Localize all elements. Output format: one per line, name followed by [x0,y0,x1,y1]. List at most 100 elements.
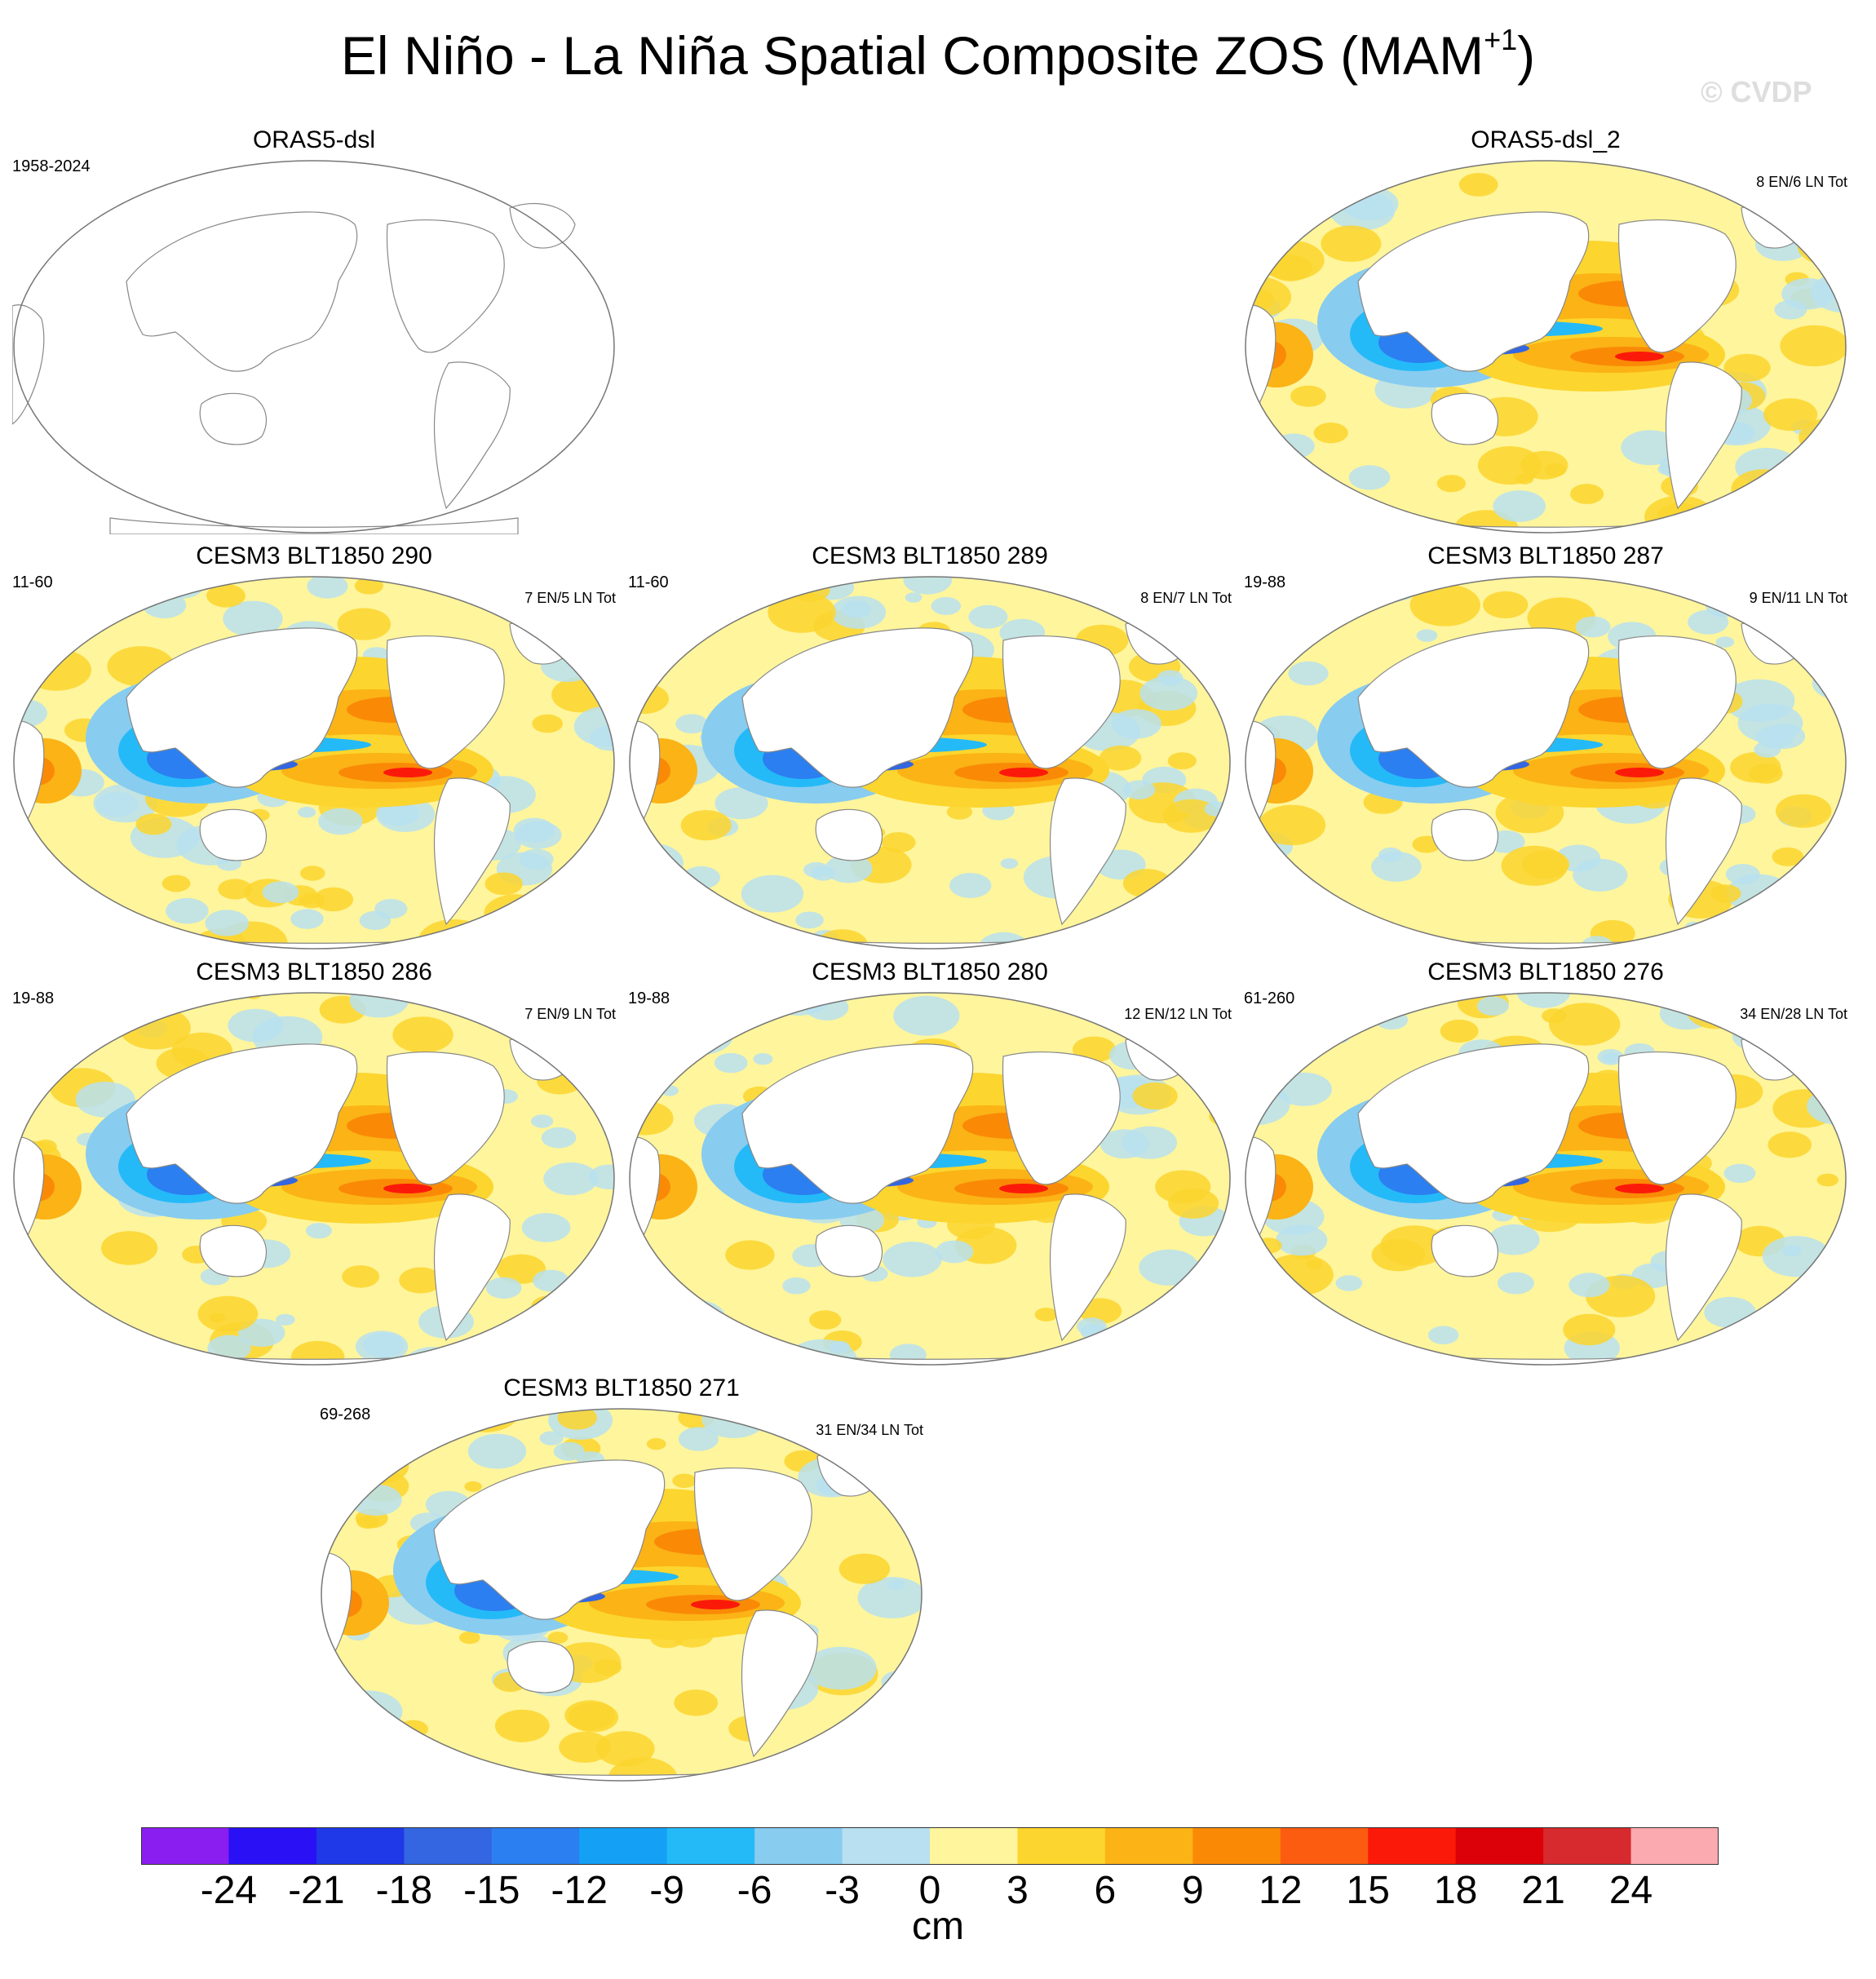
land-mass [1431,808,1499,861]
map-panel-cesm3-280: CESM3 BLT1850 280 19-88 12 EN/12 LN Tot [628,959,1232,1366]
land-mass [693,1468,812,1601]
world-map [13,576,615,950]
anomaly-region [999,768,1048,777]
map-panel-oras5-dsl: ORAS5-dsl 1958-2024 [12,126,616,534]
colorbar-swatch [1630,1827,1719,1865]
land-mass [1431,392,1499,445]
colorbar-tick-labels: -24 -21 -18 -15 -12 -9 -6 -3 0 3 6 9 12 15 18 21 24 [0,1868,1876,1917]
land-mass [126,1043,358,1204]
colorbar [141,1827,1719,1865]
colorbar-tick-label: 6 [1094,1869,1117,1912]
anomaly-region [383,1184,432,1193]
land-mass [1357,1043,1590,1204]
figure-title: El Niño - La Niña Spatial Composite ZOS … [340,23,1536,86]
panel-title: CESM3 BLT1850 276 [1427,959,1664,985]
colorbar-swatch [1455,1827,1544,1865]
world-map [629,576,1231,950]
panel-period: 1958-2024 [12,157,91,175]
world-map [1245,160,1847,533]
colorbar-swatch [1280,1827,1369,1865]
coastline [12,304,45,425]
map-panel-cesm3-287: CESM3 BLT1850 287 19-88 9 EN/11 LN Tot [1244,542,1847,950]
colorbar-tick-label: 21 [1521,1869,1565,1912]
colorbar-tick-label: -6 [737,1869,772,1912]
colorbar-swatch [666,1827,755,1865]
panel-title: CESM3 BLT1850 271 [503,1375,740,1401]
land-mass [507,1640,575,1693]
colorbar-swatch [404,1827,493,1865]
panel-count: 31 EN/34 LN Tot [816,1422,923,1438]
panel-period: 69-268 [320,1406,371,1423]
anomaly-region [999,1184,1048,1193]
map-panel-cesm3-276: CESM3 BLT1850 276 61-260 34 EN/28 LN Tot [1244,959,1847,1366]
colorbar-swatch [842,1827,931,1865]
colorbar-tick-label: -18 [375,1869,433,1912]
colorbar-swatch [1543,1827,1632,1865]
panel-count: 12 EN/12 LN Tot [1124,1006,1232,1022]
panel-title: ORAS5-dsl_2 [1471,126,1621,153]
coastline [509,202,576,249]
land-mass [1049,777,1126,926]
map-panel-oras5-dsl-2: ORAS5-dsl_2 8 EN/6 LN Tot [1244,126,1847,534]
world-map [1245,992,1847,1366]
coastline [433,361,511,510]
world-map [12,160,615,534]
land-mass [1665,1193,1742,1342]
panel-period: 61-260 [1244,990,1295,1007]
panel-period: 19-88 [628,990,670,1007]
land-mass [433,777,511,926]
colorbar-tick-label: 0 [918,1869,941,1912]
colorbar-swatch [228,1827,317,1865]
colorbar-tick-label: 18 [1433,1869,1478,1912]
land-mass [1431,1224,1499,1277]
land-mass [1617,1051,1737,1185]
land-mass [386,635,505,769]
panel-count: 7 EN/9 LN Tot [524,1006,616,1022]
colorbar-swatch [1017,1827,1106,1865]
anomaly-region [1615,1184,1664,1193]
panel-title: CESM3 BLT1850 289 [812,542,1048,569]
colorbar-tick-label: 15 [1346,1869,1390,1912]
panel-title: CESM3 BLT1850 286 [196,959,432,985]
anomaly-region [1615,768,1664,777]
colorbar-tick-label: 3 [1007,1869,1029,1912]
map-panel-cesm3-286: CESM3 BLT1850 286 19-88 7 EN/9 LN Tot [12,959,616,1366]
panel-title: CESM3 BLT1850 290 [196,542,432,569]
panel-count: 8 EN/6 LN Tot [1756,174,1847,190]
land-mass [1617,635,1737,769]
world-map [13,992,615,1366]
colorbar-tick-label: -24 [200,1869,258,1912]
panel-count: 8 EN/7 LN Tot [1140,590,1232,606]
panel-period: 11-60 [12,573,53,591]
land-mass [815,1224,883,1277]
map-outline [13,160,615,533]
coastline [199,392,268,445]
panel-title: CESM3 BLT1850 287 [1427,542,1664,569]
land-mass [1617,219,1737,353]
panel-period: 19-88 [12,990,55,1007]
land-mass [386,1051,505,1185]
panel-count: 9 EN/11 LN Tot [1749,590,1847,606]
panel-count: 7 EN/5 LN Tot [524,590,616,606]
colorbar-unit-label: cm [912,1905,964,1948]
panel-title: ORAS5-dsl [252,126,376,153]
land-mass [741,627,974,788]
map-outline [13,576,615,950]
map-panel-cesm3-289: CESM3 BLT1850 289 11-60 8 EN/7 LN Tot [628,542,1232,950]
anomaly-region [1615,352,1664,361]
anomaly-region [691,1600,740,1609]
panel-period: 19-88 [1244,573,1286,591]
land-mass [1002,635,1121,769]
map-outline [13,992,615,1366]
colorbar-tick-label: -9 [649,1869,684,1912]
land-mass [1002,1051,1121,1185]
land-mass [1665,777,1742,926]
colorbar-swatch [1368,1827,1457,1865]
map-outline [321,1408,923,1782]
world-map [1245,576,1847,950]
world-map [629,992,1231,1366]
land-mass [741,1609,818,1758]
colorbar-swatch [1104,1827,1193,1865]
colorbar-swatch [930,1827,1018,1865]
land-mass [1357,627,1590,788]
